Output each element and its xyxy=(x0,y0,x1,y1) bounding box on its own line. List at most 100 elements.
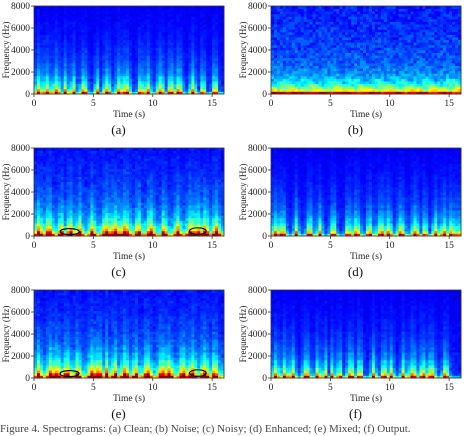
heatmap-cell xyxy=(273,52,278,56)
heatmap-cell xyxy=(345,26,349,30)
heatmap-cell xyxy=(221,16,225,20)
heatmap-cell xyxy=(449,75,453,79)
heatmap-cell xyxy=(42,197,47,201)
heatmap-cell xyxy=(282,16,287,20)
heatmap-cell xyxy=(54,215,59,219)
heatmap-cell xyxy=(458,50,462,53)
heatmap-cell xyxy=(300,52,305,56)
heatmap-cell xyxy=(36,223,41,227)
heatmap-cell xyxy=(102,78,106,82)
heatmap-cell xyxy=(45,173,50,177)
heatmap-cell xyxy=(413,60,417,64)
heatmap-cell xyxy=(315,29,319,33)
heatmap-cell xyxy=(120,6,124,9)
heatmap-cell xyxy=(357,34,361,38)
heatmap-cell xyxy=(360,52,364,56)
heatmap-cell xyxy=(72,31,76,35)
heatmap-cell xyxy=(81,158,85,162)
heatmap-cell xyxy=(39,57,44,61)
heatmap-cell xyxy=(434,50,438,53)
heatmap-cell xyxy=(306,13,310,17)
heatmap-cell xyxy=(123,31,127,35)
heatmap-cell xyxy=(449,8,453,12)
heatmap-cell xyxy=(354,83,358,87)
heatmap-cell xyxy=(209,47,213,51)
heatmap-cell xyxy=(72,34,76,38)
heatmap-cell xyxy=(276,57,281,61)
heatmap-cell xyxy=(137,13,142,17)
heatmap-cell xyxy=(368,91,373,95)
heatmap-cell xyxy=(57,11,62,15)
heatmap-cell xyxy=(401,21,405,25)
heatmap-cell xyxy=(398,37,403,41)
heatmap-cell xyxy=(117,24,121,28)
heatmap-cell xyxy=(291,34,296,38)
heatmap-cell xyxy=(428,88,432,92)
heatmap-cell xyxy=(42,73,47,77)
heatmap-cell xyxy=(271,70,275,74)
heatmap-cell xyxy=(452,26,456,30)
heatmap-cell xyxy=(75,24,79,28)
heatmap-cell xyxy=(140,91,145,95)
heatmap-cell xyxy=(93,60,97,64)
heatmap-cell xyxy=(410,24,414,28)
heatmap-cell xyxy=(39,202,44,206)
heatmap-cell xyxy=(221,26,225,30)
heatmap-cell xyxy=(194,8,198,12)
heatmap-cell xyxy=(39,155,44,159)
heatmap-cell xyxy=(81,150,85,154)
heatmap-cell xyxy=(386,42,391,46)
heatmap-cell xyxy=(458,91,462,95)
heatmap-cell xyxy=(42,34,47,38)
heatmap-cell xyxy=(357,75,361,79)
heatmap-cell xyxy=(39,47,44,51)
heatmap-cell xyxy=(330,78,334,82)
heatmap-cell xyxy=(318,78,322,82)
heatmap-cell xyxy=(215,81,219,85)
heatmap-cell xyxy=(75,57,79,61)
heatmap-cell xyxy=(72,42,76,46)
heatmap-cell xyxy=(416,39,420,43)
heatmap-cell xyxy=(368,50,373,53)
heatmap-cell xyxy=(279,70,284,74)
heatmap-cell xyxy=(221,39,225,43)
heatmap-cell xyxy=(191,6,195,9)
heatmap-cell xyxy=(407,39,411,43)
heatmap-cell xyxy=(108,34,112,38)
heatmap-cell xyxy=(143,8,148,12)
heatmap-cell xyxy=(60,220,65,224)
heatmap-cell xyxy=(218,18,222,22)
heatmap-cell xyxy=(51,91,56,95)
heatmap-cell xyxy=(206,68,210,72)
heatmap-cell xyxy=(114,26,118,30)
heatmap-cell xyxy=(140,39,145,43)
heatmap-cell xyxy=(164,60,168,64)
heatmap-cell xyxy=(191,86,195,90)
heatmap-cell xyxy=(443,39,447,43)
heatmap-cell xyxy=(309,78,313,82)
heatmap-cell xyxy=(312,47,316,51)
heatmap-cell xyxy=(48,88,53,92)
heatmap-cell xyxy=(297,75,302,79)
heatmap-cell xyxy=(357,37,361,41)
heatmap-cell xyxy=(66,52,71,56)
heatmap-cell xyxy=(45,207,50,211)
heatmap-cell xyxy=(39,228,44,232)
heatmap-cell xyxy=(123,73,127,77)
heatmap-cell xyxy=(66,6,71,9)
heatmap-cell xyxy=(300,42,305,46)
heatmap-cell xyxy=(345,24,349,28)
heatmap-cell xyxy=(72,160,76,164)
heatmap-cell xyxy=(425,78,429,82)
heatmap-cell xyxy=(42,210,47,214)
heatmap-cell xyxy=(66,171,71,175)
heatmap-cell xyxy=(51,207,56,211)
heatmap-cell xyxy=(164,34,168,38)
heatmap-cell xyxy=(209,8,213,12)
heatmap-cell xyxy=(78,150,82,154)
heatmap-cell xyxy=(336,39,340,43)
heatmap-cell xyxy=(57,62,62,66)
heatmap-cell xyxy=(146,8,151,12)
heatmap-cell xyxy=(389,86,394,90)
heatmap-cell xyxy=(63,207,68,211)
